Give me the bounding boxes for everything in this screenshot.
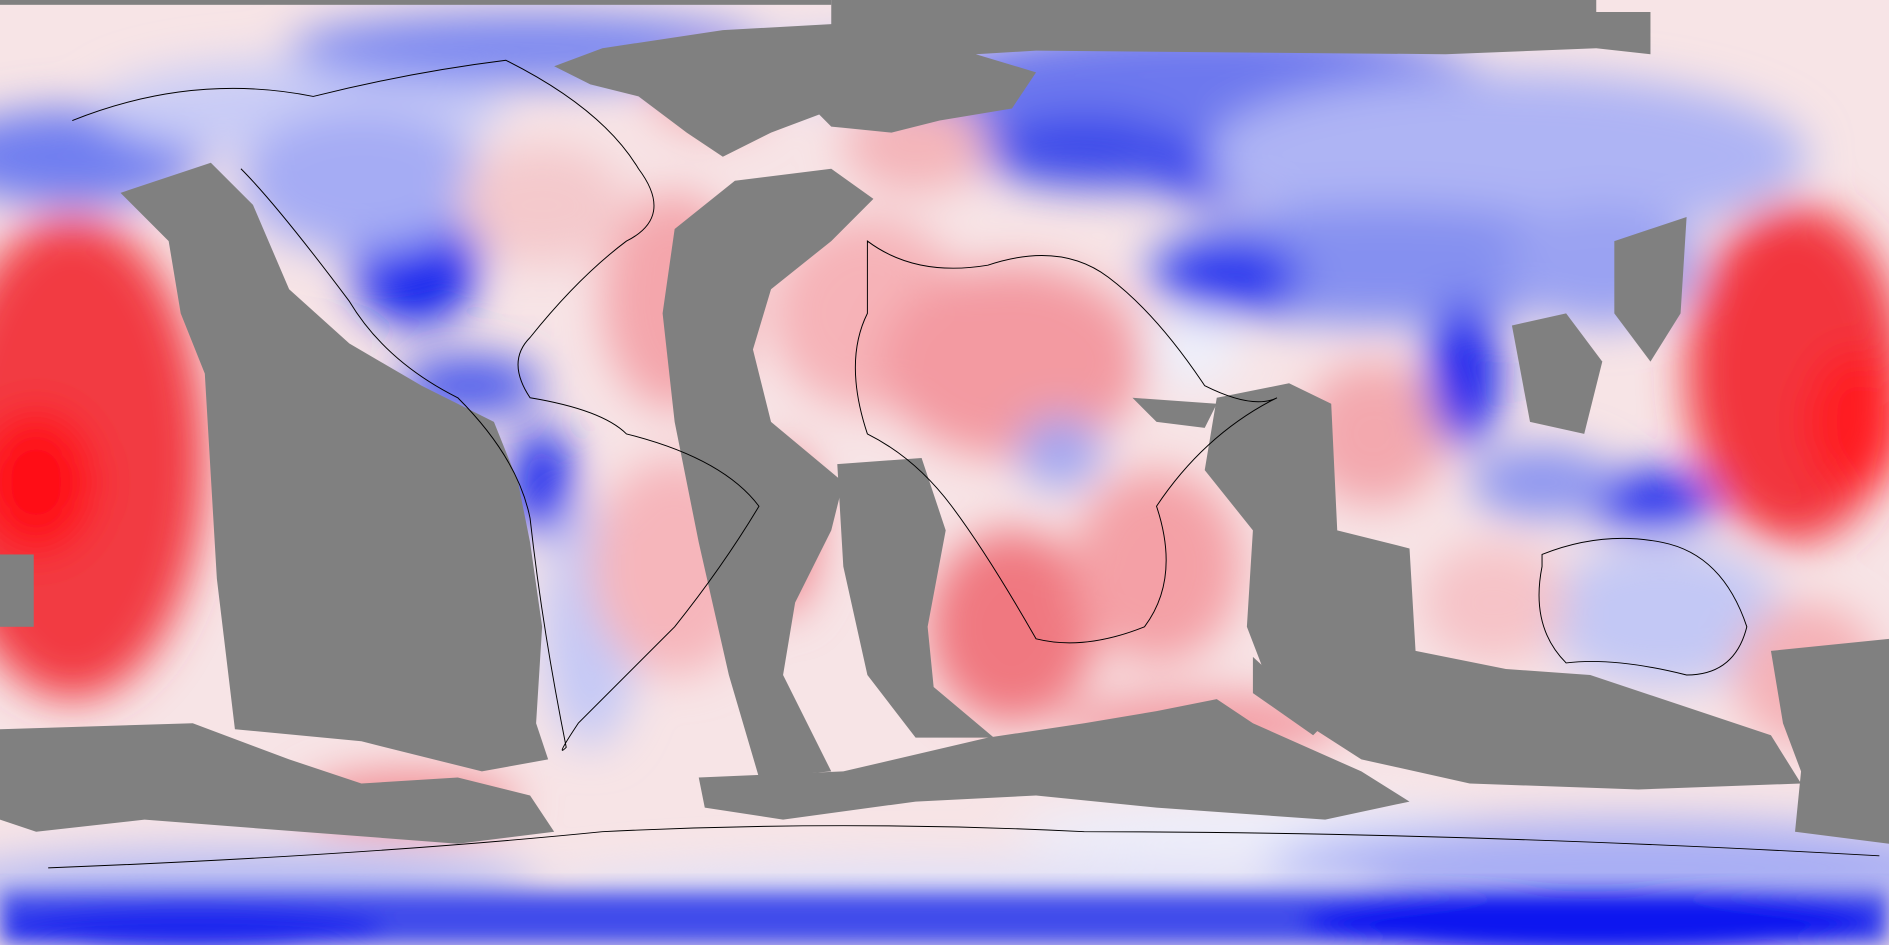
field-bottom bbox=[0, 891, 1889, 945]
field-blobs bbox=[0, 12, 1889, 923]
no-data-mask bbox=[0, 0, 1889, 844]
coastlines bbox=[48, 59, 1880, 869]
